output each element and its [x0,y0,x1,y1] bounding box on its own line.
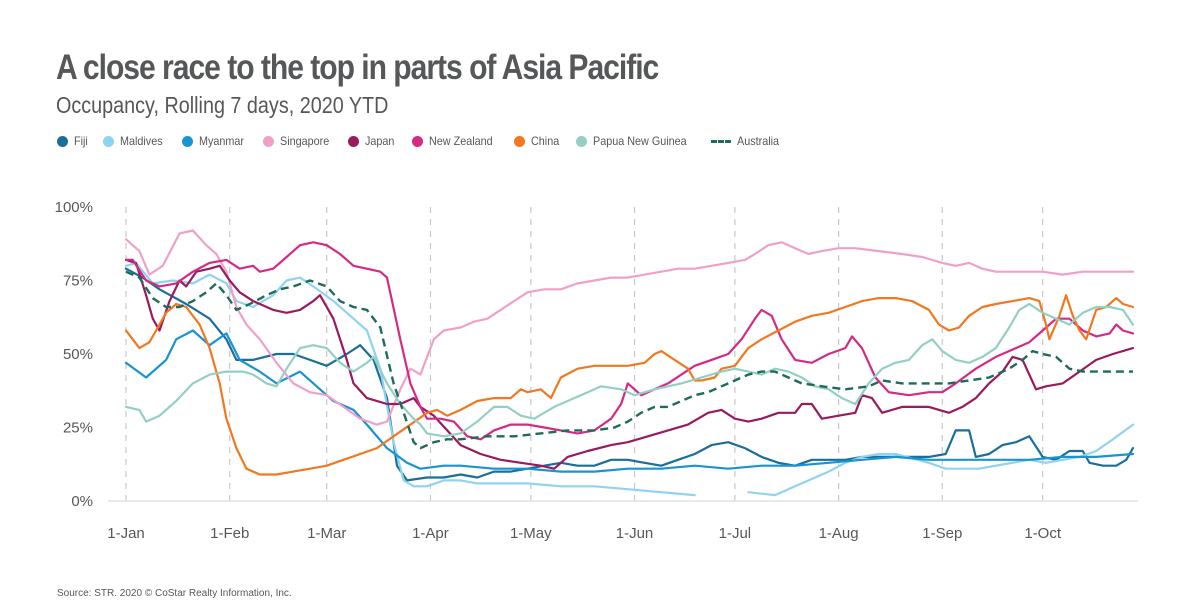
y-tick-label: 100% [55,199,93,216]
y-tick-label: 0% [71,493,93,510]
legend-item-myanmar: Myanmar [181,134,249,148]
chart-title: A close race to the top in parts of Asia… [56,48,659,87]
series-fiji [124,267,1135,482]
line-maldives [124,261,696,497]
x-tick-label: 1-Jun [616,525,654,542]
legend-marker-icon [576,135,588,147]
legend-item-china: China [513,134,562,148]
line-new-zealand [124,241,1135,441]
x-tick-label: 1-Mar [307,525,346,542]
chart-subtitle: Occupancy, Rolling 7 days, 2020 YTD [56,92,389,118]
series-japan [124,258,1135,470]
line-fiji [124,267,1135,482]
series-papua-new-guinea [124,302,1135,438]
line-singapore [124,229,1135,426]
legend-marker-icon [513,135,525,147]
legend-label: Fiji [74,134,88,148]
legend-item-singapore: Singapore [262,134,335,148]
x-tick-label: 1-Jul [719,525,752,542]
x-tick-label: 1-Aug [819,525,859,542]
line-australia [125,270,1133,450]
y-tick-label: 75% [63,273,93,290]
x-tick-label: 1-Oct [1024,525,1062,542]
line-china [124,294,1135,476]
series-china [124,294,1135,476]
legend-marker-icon [57,135,68,147]
legend-item-australia: Australia [711,134,784,148]
series-new-zealand [124,241,1135,441]
series-singapore [124,229,1135,426]
legend-label: Maldives [120,134,163,148]
y-tick-label: 25% [63,420,93,437]
line-japan [124,258,1135,470]
x-tick-label: 1-Feb [210,525,249,542]
line-myanmar [124,329,1135,473]
legend-marker-icon [412,135,424,147]
legend-marker-icon [348,135,360,147]
legend: Fiji Maldives Myanmar Singapore Japan Ne… [57,134,798,148]
series-lines [124,229,1135,497]
legend-label: Myanmar [198,134,244,148]
legend-item-papua-new-guinea: Papua New Guinea [576,134,697,148]
x-tick-label: 1-Jan [107,525,145,542]
y-axis-ticks: 0% 25% 50% 75% 100% [55,199,93,510]
y-tick-label: 50% [63,346,93,363]
x-axis-ticks: 1-Jan 1-Feb 1-Mar 1-Apr 1-May 1-Jun 1-Jul 1-Aug… [107,525,1062,542]
legend-marker-icon [181,135,193,147]
series-myanmar [124,329,1135,473]
legend-label: China [530,134,560,148]
legend-item-maldives: Maldives [103,134,167,148]
series-australia [125,270,1133,450]
legend-item-new-zealand: New Zealand [412,134,500,148]
legend-item-japan: Japan [348,134,398,148]
legend-marker-icon [103,135,115,147]
legend-dash-icon [711,139,732,143]
source-note: Source: STR. 2020 © CoStar Realty Inform… [57,588,292,599]
x-tick-label: 1-Sep [922,525,962,542]
legend-label: Australia [737,134,780,148]
legend-marker-icon [262,135,274,147]
gridlines [125,207,1044,501]
legend-label: New Zealand [429,134,493,148]
x-tick-label: 1-Apr [412,525,449,542]
legend-item-fiji: Fiji [57,134,89,148]
x-tick-label: 1-May [510,525,552,542]
legend-label: Singapore [279,134,329,148]
legend-label: Papua New Guinea [593,134,687,148]
legend-label: Japan [365,134,395,148]
line-papua-new-guinea [124,302,1135,438]
